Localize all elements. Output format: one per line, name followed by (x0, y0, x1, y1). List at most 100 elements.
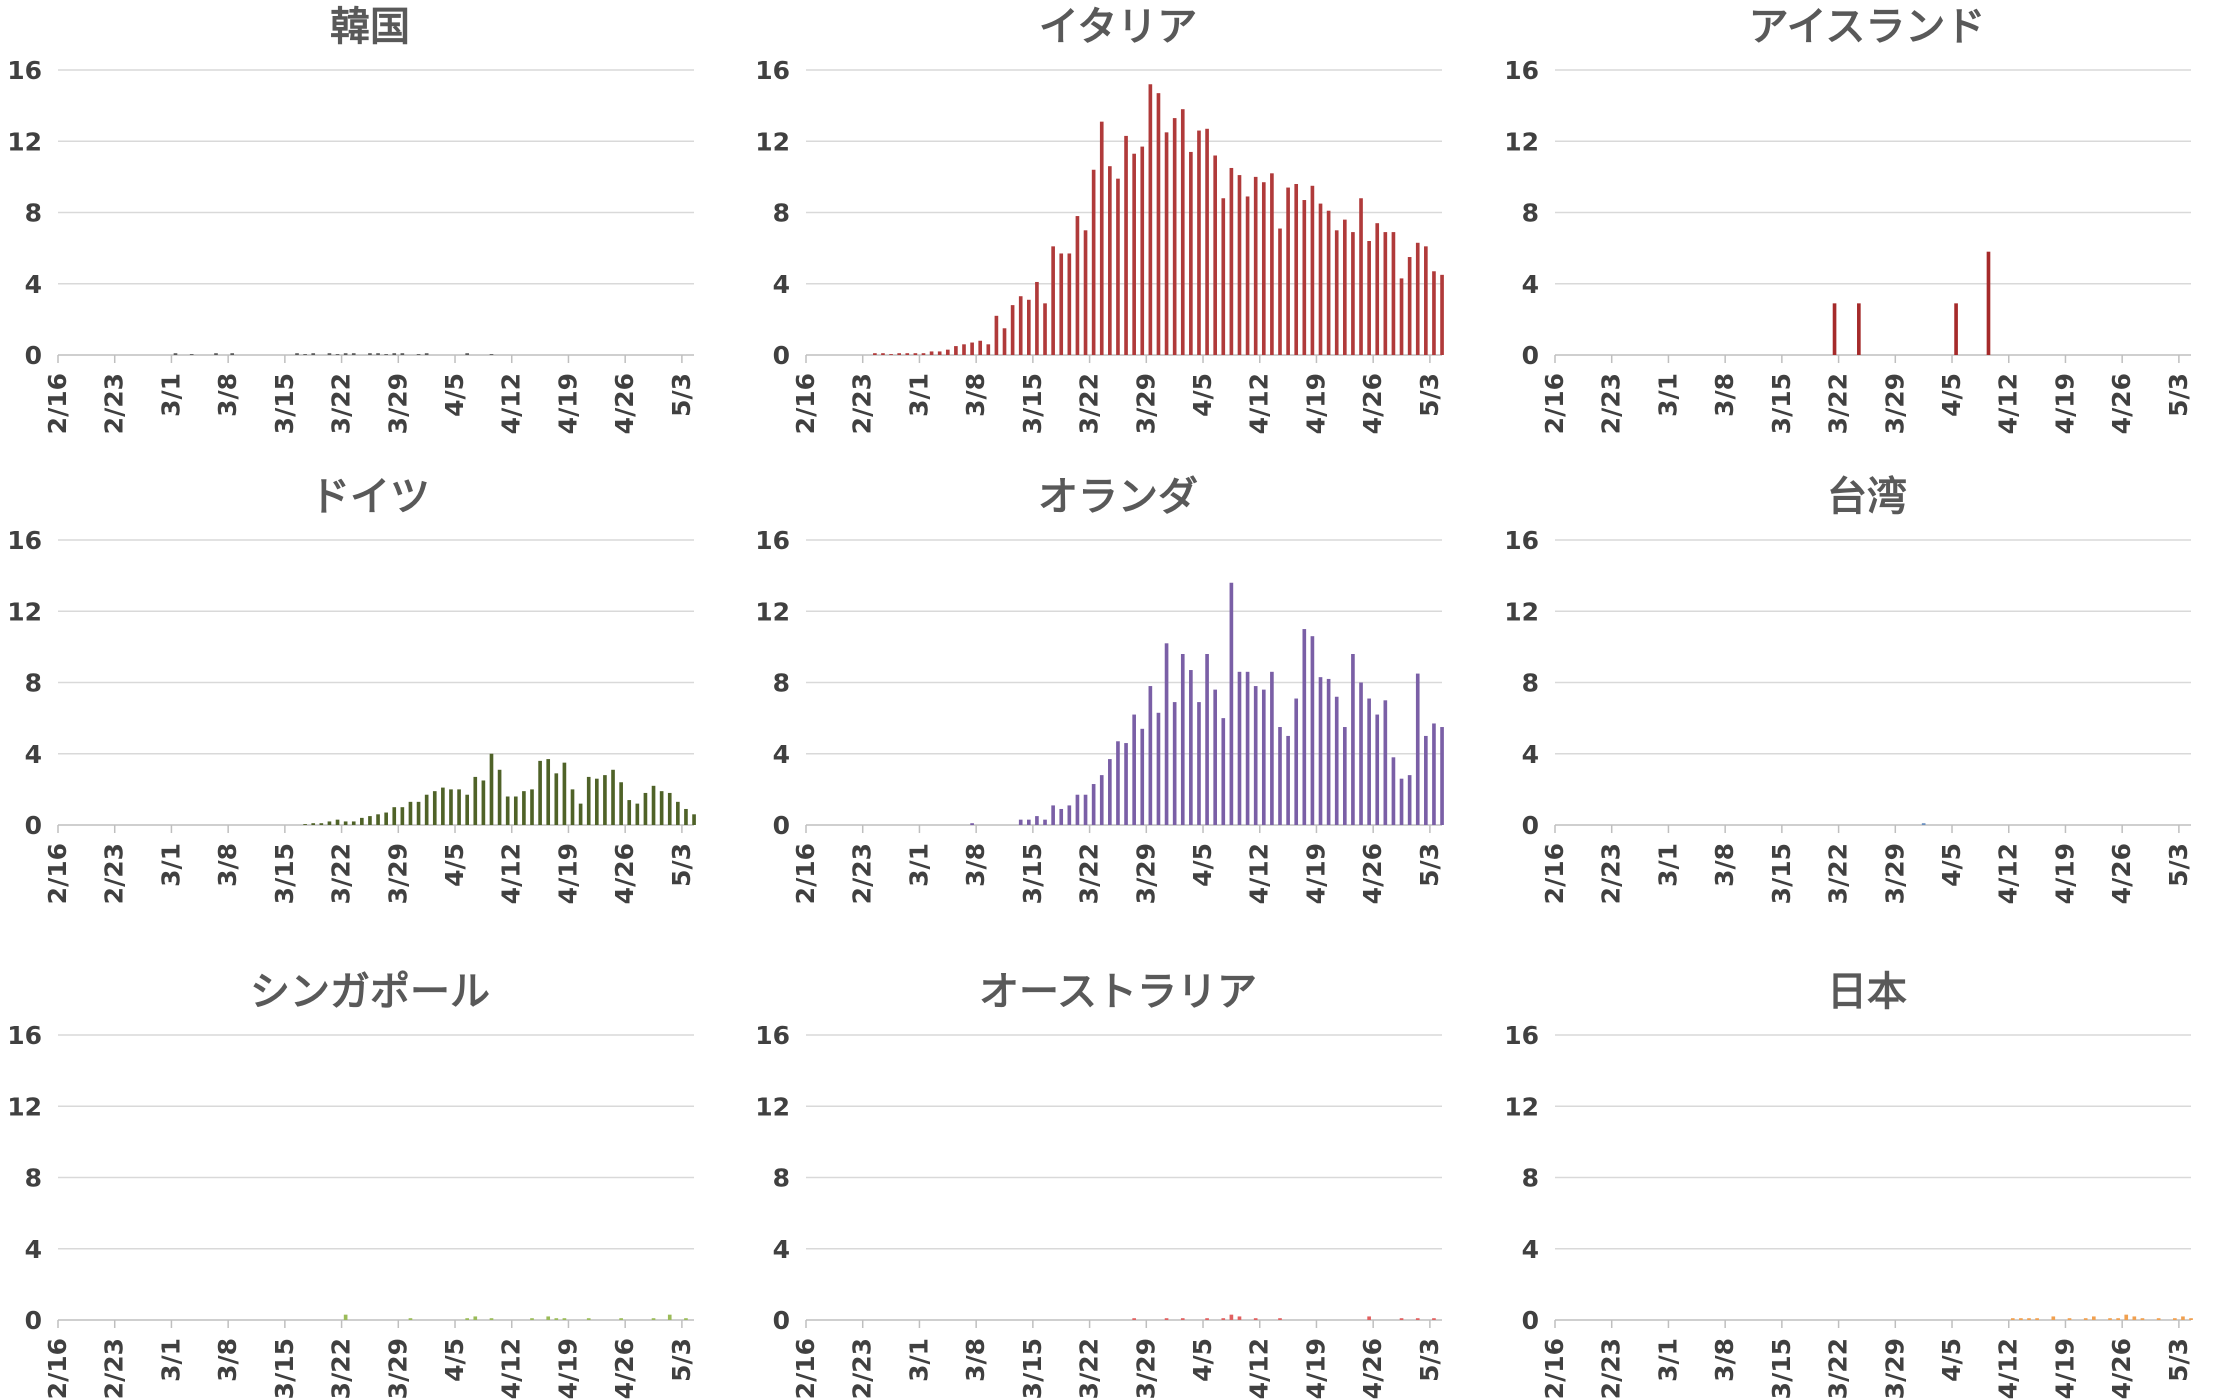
bar (1253, 686, 1258, 825)
bar (1391, 757, 1396, 825)
x-tick-label: 3/1 (156, 373, 185, 417)
x-tick-label: 3/1 (904, 373, 933, 417)
bar (303, 824, 307, 825)
bar (1399, 778, 1404, 825)
x-tick-label: 3/22 (1824, 1338, 1853, 1399)
bar (1318, 203, 1323, 355)
bar (538, 760, 542, 825)
y-tick-label: 0 (773, 341, 790, 370)
bar (408, 1318, 413, 1320)
bar (416, 354, 421, 355)
bar (1857, 303, 1861, 355)
bar (2010, 1318, 2015, 1320)
x-tick-label: 3/8 (1710, 1338, 1739, 1382)
x-tick-label: 4/19 (553, 373, 582, 434)
x-tick-label: 4/5 (440, 1338, 469, 1382)
bar (1091, 784, 1096, 825)
bar (1334, 230, 1339, 355)
bar (384, 354, 388, 355)
bar (676, 801, 680, 825)
bar (489, 1318, 494, 1320)
bar (400, 353, 405, 355)
x-tick-label: 3/15 (270, 843, 299, 904)
x-tick-label: 3/29 (1880, 373, 1909, 434)
bar (1018, 296, 1023, 355)
bar (1229, 167, 1234, 355)
y-tick-label: 16 (7, 1021, 42, 1050)
bar (497, 769, 502, 825)
bar (1921, 823, 1926, 825)
x-tick-label: 3/8 (961, 1338, 990, 1382)
chart-svg: 日本 0 4 8 12 16 2/16 2/23 3/1 3/8 3/15 3/22 3/29 4/5 4/… (1504, 969, 2193, 1399)
x-tick-label: 2/16 (791, 1338, 820, 1399)
bar (1294, 698, 1299, 825)
bar (1026, 299, 1031, 355)
bar (2027, 1318, 2031, 1320)
chart-title: オランダ (1038, 474, 1198, 520)
y-tick-label: 8 (773, 669, 790, 698)
bar (1278, 228, 1282, 355)
x-tick-label: 4/12 (1245, 1338, 1274, 1399)
bar (1205, 1318, 1209, 1320)
bar (619, 782, 623, 825)
bar (1334, 696, 1339, 825)
bar (1116, 178, 1120, 355)
x-tick-label: 3/29 (383, 1338, 412, 1399)
x-tick-label: 3/22 (327, 373, 356, 434)
x-tick-label: 5/3 (1415, 1338, 1444, 1382)
bar (570, 789, 575, 825)
chart-title: ドイツ (310, 474, 430, 520)
bar (1261, 182, 1266, 355)
bar (1205, 128, 1209, 355)
bar (1180, 109, 1185, 355)
bar (1018, 819, 1023, 825)
x-tick-label: 5/3 (667, 843, 696, 887)
x-tick-label: 4/26 (610, 843, 639, 904)
bar (1278, 727, 1282, 825)
chart-panel-5: オランダ 0 4 8 12 16 2/16 2/23 3/1 3/8 3/15 3/22 3/29 4/5… (748, 470, 1491, 905)
chart-svg: 台湾 0 4 8 12 16 2/16 2/23 3/1 3/8 3/15 3/22 3/29 4/5 4/… (1504, 474, 2193, 904)
x-tick-label: 3/15 (1018, 843, 1047, 904)
bar (1432, 1318, 1436, 1320)
bar (1148, 686, 1153, 825)
bar (343, 821, 348, 825)
bar (2051, 1316, 2056, 1320)
bar (1132, 1318, 1136, 1320)
bar (1832, 303, 1837, 355)
y-tick-label: 16 (7, 526, 42, 555)
x-tick-label: 2/23 (100, 1338, 129, 1399)
chart-title: 日本 (1827, 969, 1907, 1015)
chart-title: 台湾 (1827, 474, 1907, 520)
x-tick-label: 4/26 (1358, 373, 1387, 434)
bar (986, 344, 991, 355)
y-tick-label: 4 (25, 740, 42, 769)
bar (2108, 1318, 2112, 1320)
bar (384, 812, 388, 825)
x-tick-label: 3/8 (961, 373, 990, 417)
bar (1237, 1316, 1242, 1320)
x-tick-label: 3/29 (1131, 843, 1160, 904)
bar (921, 353, 926, 355)
bar (1367, 698, 1371, 825)
x-tick-label: 4/5 (1188, 1338, 1217, 1382)
bar (1099, 775, 1104, 825)
bar (1253, 1318, 1258, 1320)
bar (905, 353, 910, 355)
chart-title: イタリア (1039, 4, 1197, 50)
x-tick-label: 4/5 (1188, 843, 1217, 887)
bar (376, 814, 380, 825)
y-tick-label: 16 (1504, 56, 1539, 85)
bar (684, 1318, 688, 1320)
x-tick-label: 4/12 (497, 373, 526, 434)
y-tick-label: 12 (755, 1092, 790, 1121)
bar (1051, 805, 1055, 825)
bar (2140, 1318, 2145, 1320)
bar (1035, 281, 1039, 355)
bar (1035, 816, 1039, 825)
bar (1286, 187, 1290, 355)
bar (1010, 305, 1015, 355)
bar (1140, 728, 1145, 825)
x-tick-label: 2/23 (1597, 1338, 1626, 1399)
bar (1213, 155, 1218, 355)
bar (481, 780, 486, 825)
